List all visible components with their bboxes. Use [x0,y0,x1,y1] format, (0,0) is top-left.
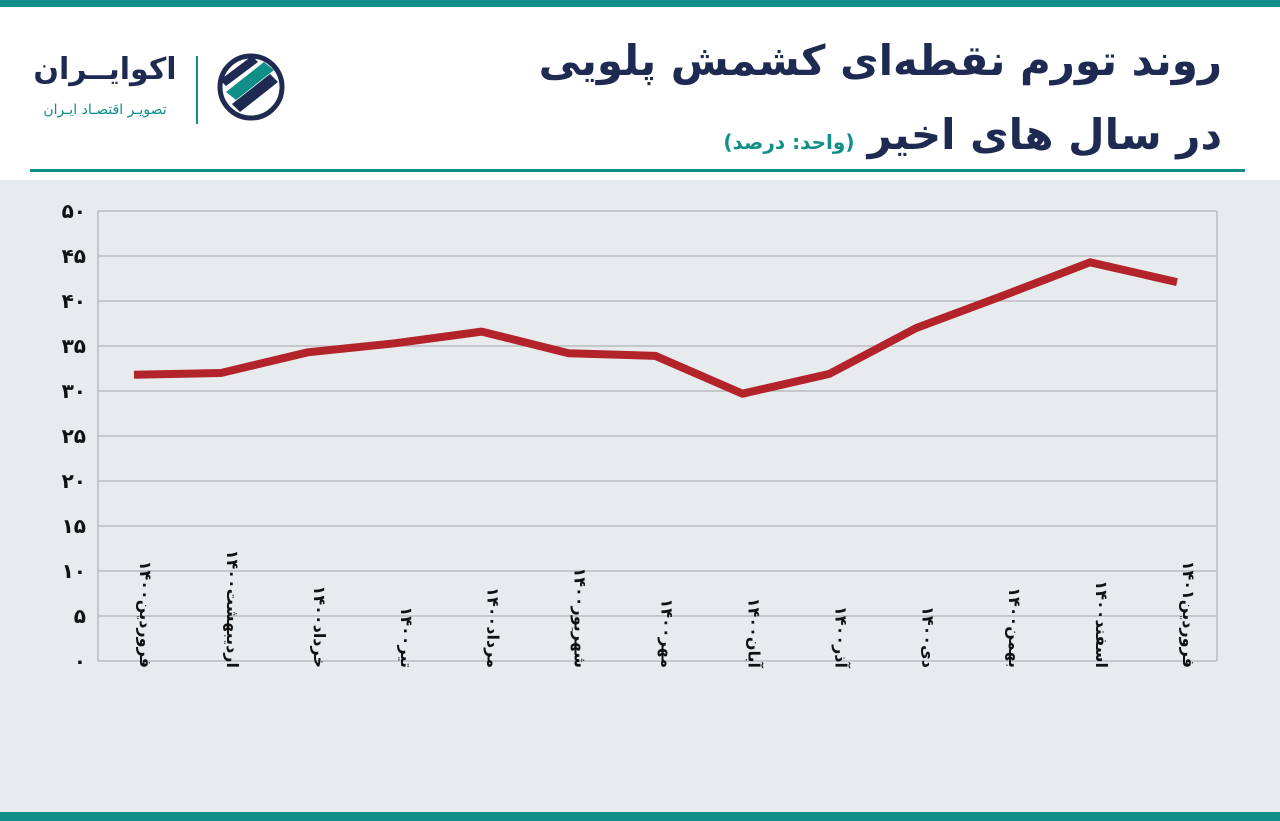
logo-mark-icon [217,53,285,121]
series-line [133,258,1178,398]
x-tick-label: اردیبهشت۱۴۰۰ [223,550,242,668]
chart-subtitle: در سال های اخیر (واحد: درصد) [723,110,1222,159]
y-tick-label: ۱۵ [62,514,86,538]
x-tick-label: خرداد۱۴۰۰ [310,586,329,668]
x-tick-label: تیر۱۴۰۰ [397,606,416,668]
x-tick-label: فروردین۱۴۰۱ [1179,561,1198,668]
y-tick-label: ۳۵ [62,334,86,358]
y-axis-ticks: ۰ ۵ ۱۰ ۱۵ ۲۰ ۲۵ ۳۰ ۳۵ ۴۰ ۴۵ ۵۰ [62,199,86,673]
chart-title: روند تورم نقطه‌ای کشمش پلویی [538,36,1222,85]
x-tick-label: فروردین۱۴۰۰ [136,561,155,668]
ecoiran-logo: اکوایــران تصویـر اقتصـاد ایـران [30,48,290,138]
logo-tagline: تصویـر اقتصـاد ایـران [43,102,167,118]
x-tick-label: مهر۱۴۰۰ [658,599,677,668]
y-tick-label: ۱۰ [62,559,86,583]
chart-background [0,180,1280,812]
y-tick-label: ۲۰ [62,469,86,493]
chart-gridlines [97,210,1218,662]
y-tick-label: ۵۰ [62,199,86,223]
line-chart: ۰ ۵ ۱۰ ۱۵ ۲۰ ۲۵ ۳۰ ۳۵ ۴۰ ۴۵ ۵۰ فروردین۱۴۰۰ اردیبهشت… [62,199,1218,673]
header-divider [30,169,1245,172]
x-tick-label: آذر۱۴۰۰ [831,606,851,668]
x-tick-label: مرداد۱۴۰۰ [484,587,503,668]
x-axis-ticks: فروردین۱۴۰۰ اردیبهشت۱۴۰۰ خرداد۱۴۰۰ تیر۱۴۰۰ م… [136,550,1198,669]
chart-series [133,258,1178,398]
y-tick-label: ۴۰ [62,289,86,313]
x-tick-label: آبان۱۴۰۰ [744,598,764,669]
y-tick-label: ۴۵ [62,244,86,268]
y-tick-label: ۰ [74,649,86,673]
logo-separator [196,56,198,124]
y-tick-label: ۳۰ [62,379,86,403]
x-tick-label: بهمن۱۴۰۰ [1005,587,1024,668]
y-tick-label: ۵ [74,604,86,628]
chart-subtitle-text: در سال های اخیر [867,110,1222,159]
x-tick-label: اسفند۱۴۰۰ [1092,580,1111,668]
unit-label: (واحد: درصد) [723,130,855,154]
logo-name: اکوایــران [33,52,177,87]
bottom-accent-bar [0,812,1280,821]
y-tick-label: ۲۵ [62,424,86,448]
x-tick-label: شهریور۱۴۰۰ [571,567,590,668]
x-tick-label: دی۱۴۰۰ [918,606,937,668]
top-accent-bar [0,0,1280,7]
